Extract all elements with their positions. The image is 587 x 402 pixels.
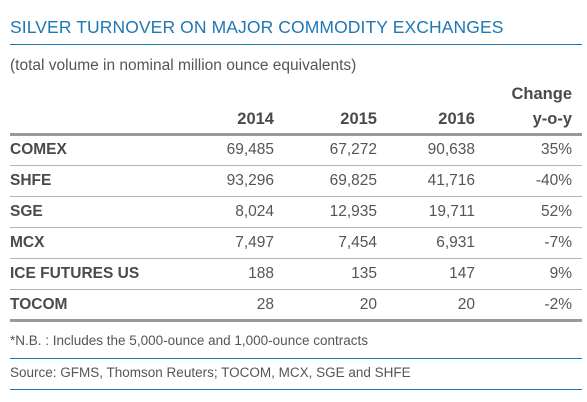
value-2015: 12,935 xyxy=(329,203,377,220)
table-row: TOCOM 28 20 20 -2% xyxy=(10,290,582,322)
exchange-label: MCX xyxy=(10,234,45,251)
bottom-divider xyxy=(10,389,582,390)
value-2016: 147 xyxy=(449,265,475,282)
title-divider xyxy=(10,44,582,45)
exchange-label: TOCOM xyxy=(10,296,68,313)
exchange-label: ICE FUTURES US xyxy=(10,265,140,282)
footnote: *N.B. : Includes the 5,000-ounce and 1,0… xyxy=(10,333,368,348)
column-header-2015: 2015 xyxy=(340,110,377,128)
column-header-row: 2014 2015 2016 Change y-o-y xyxy=(0,82,587,138)
value-2014: 28 xyxy=(256,296,274,313)
source-divider xyxy=(10,358,582,359)
value-change: -2% xyxy=(544,296,572,313)
value-change: 52% xyxy=(540,203,572,220)
value-2014: 188 xyxy=(248,265,274,282)
exchange-label: SHFE xyxy=(10,172,52,189)
exchange-label: SGE xyxy=(10,203,43,220)
value-change: 35% xyxy=(540,141,572,158)
value-2016: 90,638 xyxy=(427,141,475,158)
column-header-change-line2: y-o-y xyxy=(532,110,572,128)
value-2016: 19,711 xyxy=(428,203,475,220)
column-header-2014: 2014 xyxy=(237,110,274,128)
value-change: -7% xyxy=(544,234,572,251)
exchange-label: COMEX xyxy=(10,141,67,158)
value-2016: 6,931 xyxy=(436,234,475,251)
column-header-2016: 2016 xyxy=(438,110,475,128)
table-row: SHFE 93,296 69,825 41,716 -40% xyxy=(10,166,582,197)
value-2014: 69,485 xyxy=(226,141,274,158)
table-subtitle: (total volume in nominal million ounce e… xyxy=(10,57,357,74)
turnover-table: COMEX 69,485 67,272 90,638 35% SHFE 93,2… xyxy=(0,135,587,322)
table-row: MCX 7,497 7,454 6,931 -7% xyxy=(10,228,582,259)
value-change: -40% xyxy=(535,172,572,189)
table-title: SILVER TURNOVER ON MAJOR COMMODITY EXCHA… xyxy=(10,17,504,37)
value-2015: 135 xyxy=(351,265,377,282)
value-2014: 8,024 xyxy=(235,203,274,220)
table-row: COMEX 69,485 67,272 90,638 35% xyxy=(10,135,582,166)
value-change: 9% xyxy=(549,265,572,282)
table-row: SGE 8,024 12,935 19,711 52% xyxy=(10,197,582,228)
header-divider xyxy=(10,133,582,136)
value-2015: 67,272 xyxy=(329,141,377,158)
value-2015: 7,454 xyxy=(338,234,377,251)
value-2014: 7,497 xyxy=(235,234,274,251)
value-2016: 41,716 xyxy=(427,172,475,189)
table-row: ICE FUTURES US 188 135 147 9% xyxy=(10,259,582,290)
source-line: Source: GFMS, Thomson Reuters; TOCOM, MC… xyxy=(10,365,411,380)
value-2015: 20 xyxy=(359,296,377,313)
value-2015: 69,825 xyxy=(329,172,377,189)
column-header-change-line1: Change xyxy=(511,85,572,103)
value-2014: 93,296 xyxy=(226,172,274,189)
value-2016: 20 xyxy=(457,296,475,313)
